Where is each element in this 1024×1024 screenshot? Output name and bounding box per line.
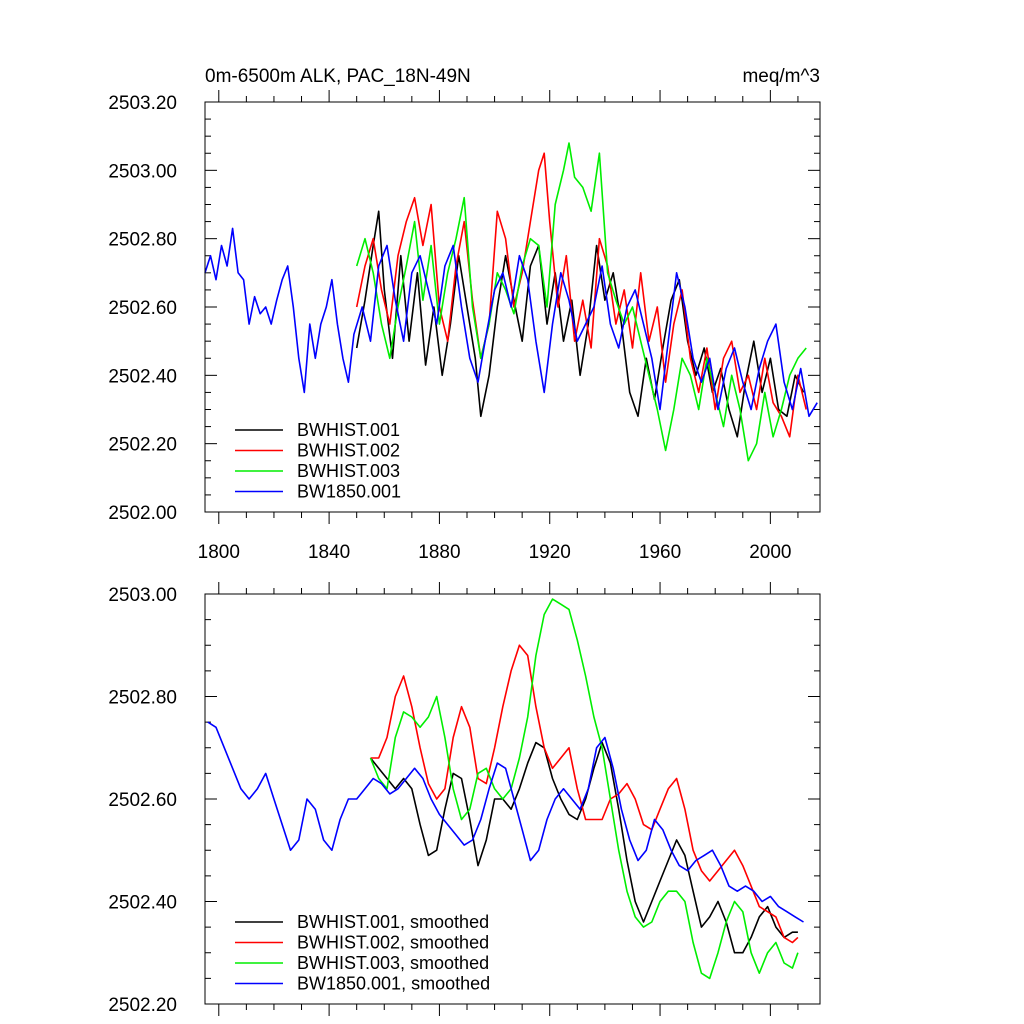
y-tick-label: 2502.20 (108, 435, 177, 456)
y-tick-label: 2502.40 (108, 893, 177, 914)
top-chart-title: 0m-6500m ALK, PAC_18N-49N (205, 66, 471, 87)
legend-label-2: BWHIST.002, smoothed (297, 933, 489, 953)
legend-label-1: BWHIST.001, smoothed (297, 912, 489, 932)
series-line-4 (204, 227, 818, 418)
bottom-panel: 2502.20 2502.40 2502.60 2502.80 2503.00 BWHI… (108, 582, 821, 1016)
legend-label-2: BWHIST.002 (297, 441, 400, 461)
bottom-series-group (207, 598, 804, 980)
y-tick-label: 2502.60 (108, 790, 177, 811)
series-line-4 (207, 721, 804, 923)
series-line-3 (355, 142, 807, 462)
series-line-1 (369, 741, 798, 954)
bottom-axis-ticks: 2502.20 2502.40 2502.60 2502.80 2503.00 (108, 582, 820, 1016)
y-tick-label: 2502.20 (108, 995, 177, 1016)
top-chart-units: meq/m^3 (742, 66, 820, 87)
top-panel: 0m-6500m ALK, PAC_18N-49N meq/m^3 2502.0… (108, 66, 821, 563)
legend-label-4: BW1850.001, smoothed (297, 974, 490, 994)
y-tick-label: 2502.00 (108, 503, 177, 524)
legend-label-3: BWHIST.003, smoothed (297, 953, 489, 973)
y-tick-label: 2502.80 (108, 688, 177, 709)
x-tick-label: 1840 (308, 542, 350, 563)
bottom-plot-frame (204, 593, 821, 1005)
series-line-2 (370, 644, 799, 944)
y-tick-label: 2503.20 (108, 93, 177, 114)
legend-label-1: BWHIST.001 (297, 420, 400, 440)
top-plot-frame (204, 101, 821, 513)
x-tick-label: 2000 (749, 542, 791, 563)
x-tick-label: 1800 (198, 542, 240, 563)
series-line-3 (369, 598, 799, 980)
x-tick-label: 1880 (418, 542, 460, 563)
y-tick-label: 2502.60 (108, 298, 177, 319)
y-tick-label: 2503.00 (108, 161, 177, 182)
y-tick-label: 2502.80 (108, 230, 177, 251)
y-tick-label: 2503.00 (108, 585, 177, 606)
y-tick-label: 2502.40 (108, 366, 177, 387)
legend-label-3: BWHIST.003 (297, 461, 400, 481)
series-line-2 (355, 152, 807, 438)
top-series-group (204, 142, 818, 462)
x-tick-label: 1960 (639, 542, 681, 563)
x-tick-label: 1920 (529, 542, 571, 563)
legend-label-4: BW1850.001 (297, 482, 401, 502)
